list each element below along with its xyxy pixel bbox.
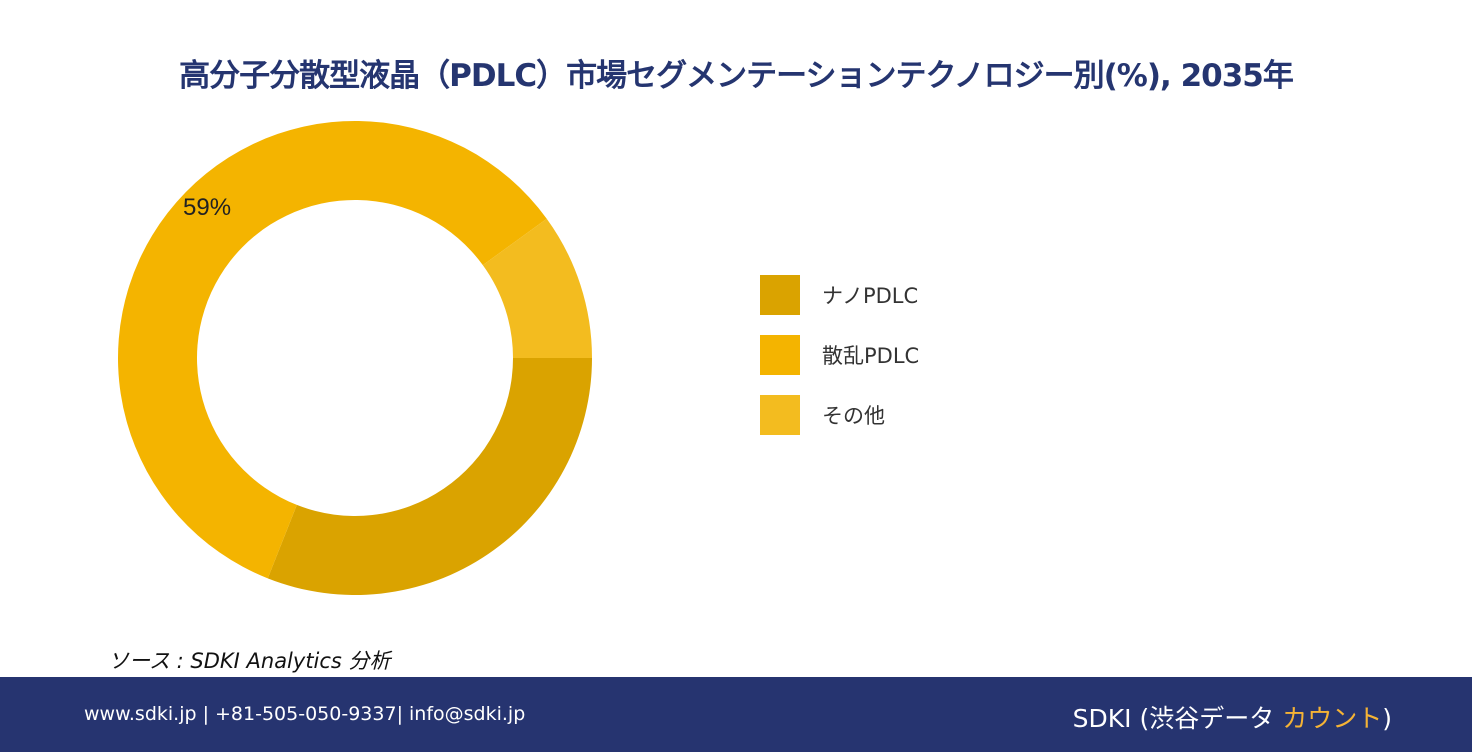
legend: ナノPDLC 散乱PDLC その他 bbox=[760, 275, 919, 455]
legend-item-other[interactable]: その他 bbox=[760, 395, 919, 435]
brand-logo: SDKI (渋谷データ カウント) bbox=[1073, 699, 1392, 735]
legend-swatch bbox=[760, 395, 800, 435]
source-note: ソース : SDKI Analytics 分析 bbox=[108, 649, 391, 673]
legend-swatch bbox=[760, 275, 800, 315]
legend-item-nano[interactable]: ナノPDLC bbox=[760, 275, 919, 315]
donut-slice-2[interactable] bbox=[118, 120, 547, 579]
data-label: 59% bbox=[183, 194, 231, 221]
brand-main: SDKI (渋谷データ bbox=[1072, 704, 1283, 733]
donut-chart: 59% bbox=[118, 120, 592, 595]
brand-accent: カウント bbox=[1282, 704, 1383, 733]
chart-title: 高分子分散型液晶（PDLC）市場セグメンテーションテクノロジー別(%), 203… bbox=[179, 58, 1294, 94]
donut-slice-1[interactable] bbox=[267, 358, 592, 595]
footer: www.sdki.jp | +81-505-050-9337| info@sdk… bbox=[0, 677, 1472, 752]
legend-label: その他 bbox=[822, 404, 885, 428]
brand-end: ) bbox=[1382, 704, 1392, 733]
legend-item-scatter[interactable]: 散乱PDLC bbox=[760, 335, 919, 375]
contact-info: www.sdki.jp | +81-505-050-9337| info@sdk… bbox=[84, 703, 526, 725]
donut-slice-3[interactable] bbox=[482, 218, 592, 358]
legend-swatch bbox=[760, 335, 800, 375]
legend-label: 散乱PDLC bbox=[822, 344, 920, 368]
legend-label: ナノPDLC bbox=[822, 284, 919, 308]
